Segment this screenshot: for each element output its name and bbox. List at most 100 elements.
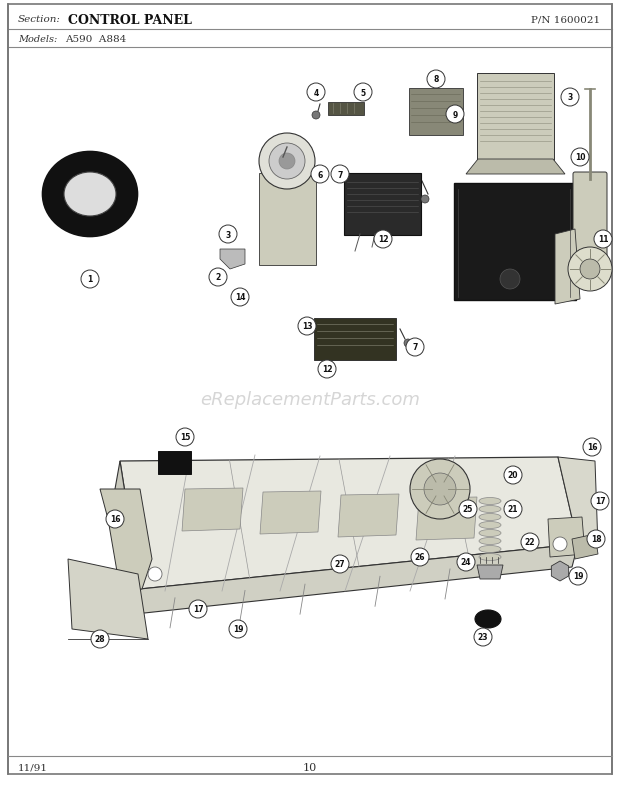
Circle shape: [569, 568, 587, 586]
Circle shape: [410, 460, 470, 519]
Circle shape: [504, 466, 522, 484]
Circle shape: [580, 260, 600, 280]
Circle shape: [504, 500, 522, 518]
Text: 20: 20: [508, 471, 518, 480]
Circle shape: [406, 338, 424, 357]
Circle shape: [219, 225, 237, 243]
Text: 19: 19: [232, 624, 243, 633]
FancyBboxPatch shape: [573, 173, 607, 267]
Circle shape: [561, 89, 579, 107]
FancyBboxPatch shape: [477, 74, 554, 161]
Circle shape: [312, 112, 320, 120]
Text: 16: 16: [110, 515, 120, 524]
Polygon shape: [466, 160, 565, 175]
Circle shape: [231, 289, 249, 307]
Text: 13: 13: [302, 322, 312, 331]
Circle shape: [307, 84, 325, 102]
Text: P/N 1600021: P/N 1600021: [531, 15, 600, 24]
Polygon shape: [220, 250, 245, 270]
Ellipse shape: [479, 506, 501, 513]
Text: 21: 21: [508, 505, 518, 514]
Polygon shape: [135, 544, 578, 614]
Text: 1: 1: [87, 275, 92, 284]
Text: 11: 11: [598, 235, 608, 244]
Text: 17: 17: [193, 605, 203, 614]
Text: eReplacementParts.com: eReplacementParts.com: [200, 391, 420, 409]
Polygon shape: [548, 517, 585, 557]
Circle shape: [591, 492, 609, 510]
Circle shape: [404, 340, 412, 348]
Ellipse shape: [479, 498, 501, 505]
Circle shape: [229, 620, 247, 638]
Circle shape: [318, 361, 336, 379]
Text: Models:: Models:: [18, 34, 57, 44]
Circle shape: [374, 230, 392, 249]
Circle shape: [571, 148, 589, 167]
Text: 24: 24: [461, 558, 471, 567]
Circle shape: [521, 534, 539, 551]
Text: 10: 10: [303, 762, 317, 772]
Polygon shape: [572, 534, 598, 560]
FancyBboxPatch shape: [327, 102, 363, 115]
Ellipse shape: [64, 173, 116, 217]
Circle shape: [553, 538, 567, 551]
FancyBboxPatch shape: [409, 89, 463, 135]
Text: 23: 23: [478, 633, 489, 642]
Ellipse shape: [479, 546, 501, 553]
Text: CONTROL PANEL: CONTROL PANEL: [68, 14, 192, 27]
FancyBboxPatch shape: [344, 174, 421, 236]
Circle shape: [583, 439, 601, 457]
Circle shape: [311, 165, 329, 184]
Text: A590  A884: A590 A884: [65, 34, 126, 44]
Text: 27: 27: [335, 560, 345, 569]
Polygon shape: [338, 495, 399, 538]
Polygon shape: [120, 457, 578, 590]
Ellipse shape: [43, 152, 138, 237]
Circle shape: [587, 530, 605, 548]
Circle shape: [91, 630, 109, 648]
Polygon shape: [551, 561, 569, 581]
Circle shape: [269, 144, 305, 180]
Circle shape: [424, 474, 456, 505]
Ellipse shape: [479, 538, 501, 545]
Ellipse shape: [475, 610, 501, 629]
Polygon shape: [477, 565, 503, 579]
Text: 8: 8: [433, 75, 439, 84]
Polygon shape: [182, 488, 243, 531]
Circle shape: [259, 134, 315, 190]
Text: 7: 7: [337, 170, 343, 179]
Text: 26: 26: [415, 553, 425, 562]
Circle shape: [106, 510, 124, 528]
Text: 3: 3: [567, 93, 573, 102]
Text: 10: 10: [575, 153, 585, 162]
Text: 28: 28: [95, 635, 105, 644]
Circle shape: [459, 500, 477, 518]
Circle shape: [209, 268, 227, 286]
Text: Section:: Section:: [18, 15, 61, 24]
Polygon shape: [100, 489, 152, 590]
Text: 19: 19: [573, 572, 583, 581]
Circle shape: [446, 106, 464, 124]
Polygon shape: [555, 230, 580, 305]
Circle shape: [500, 270, 520, 290]
Ellipse shape: [479, 530, 501, 537]
Polygon shape: [68, 560, 148, 639]
Circle shape: [81, 271, 99, 289]
Polygon shape: [260, 491, 321, 534]
Text: 22: 22: [525, 538, 535, 547]
Text: 9: 9: [453, 110, 458, 119]
FancyBboxPatch shape: [259, 174, 316, 266]
Text: 7: 7: [412, 343, 418, 352]
FancyBboxPatch shape: [314, 319, 396, 361]
Text: 14: 14: [235, 293, 246, 303]
Text: 25: 25: [463, 505, 473, 514]
Text: 3: 3: [226, 230, 231, 239]
Text: 11/91: 11/91: [18, 762, 48, 771]
Text: 15: 15: [180, 433, 190, 442]
Circle shape: [189, 600, 207, 618]
Circle shape: [176, 428, 194, 446]
Text: 4: 4: [313, 88, 319, 97]
Text: 12: 12: [322, 365, 332, 374]
Text: 5: 5: [360, 88, 366, 97]
Polygon shape: [558, 457, 598, 547]
